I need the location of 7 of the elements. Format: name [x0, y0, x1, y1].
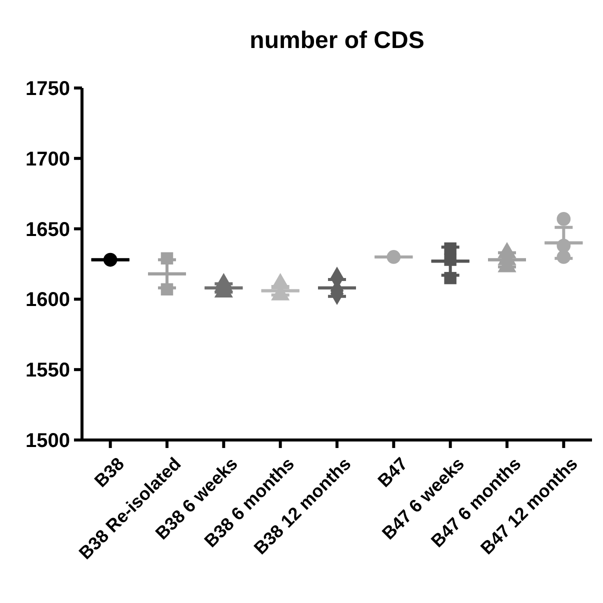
y-tick-label: 1750 [26, 78, 70, 100]
y-tick-label: 1500 [26, 430, 70, 452]
chart-title: number of CDS [250, 27, 424, 54]
y-tick-label: 1600 [26, 289, 70, 312]
y-tick-label: 1650 [26, 218, 70, 241]
y-tick-label: 1700 [26, 148, 70, 170]
y-tick-label: 1550 [26, 360, 70, 382]
